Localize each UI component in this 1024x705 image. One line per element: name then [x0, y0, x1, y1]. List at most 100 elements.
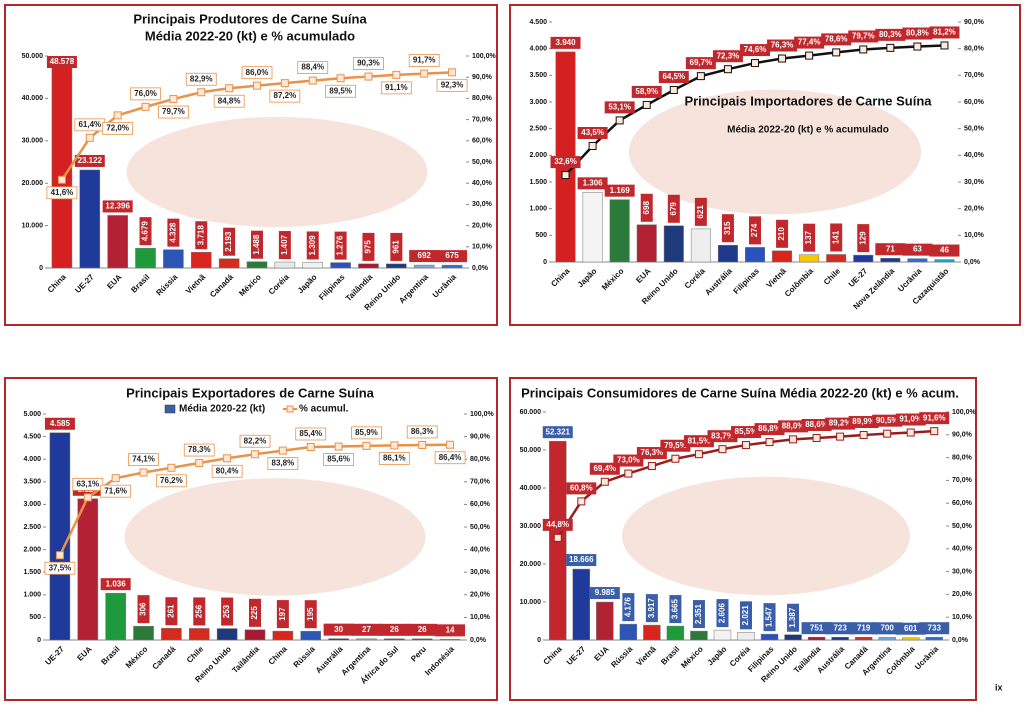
bar-value-label-box — [721, 214, 734, 243]
bar-value-label: 225 — [250, 606, 259, 620]
y2-tick-label: 20,0% — [964, 206, 985, 213]
y2-tick-label: 40,0% — [964, 152, 985, 159]
bar — [737, 632, 755, 641]
bar-value-label: 1.407 — [280, 234, 289, 255]
bar-value-label-box — [740, 601, 752, 630]
bar-value-label-box — [362, 232, 375, 261]
cumulative-label: 91,1% — [385, 83, 408, 92]
cumulative-label: 37,5% — [49, 563, 72, 572]
bar-value-label: 137 — [804, 230, 813, 244]
bar-value-label-group: 733 — [919, 622, 950, 635]
y2-tick-label: 60,0% — [470, 501, 491, 508]
bar-value-label-box — [622, 593, 635, 622]
legend-label: Média 2020-22 (kt) — [179, 404, 265, 415]
bar — [188, 628, 210, 641]
bar-value-label: 751 — [810, 623, 824, 632]
bar-value-label-box — [407, 623, 438, 636]
pig-decoration — [622, 476, 910, 596]
cumulative-marker — [913, 42, 922, 51]
cumulative-label: 77,4% — [798, 38, 821, 47]
bar-value-label-box — [278, 231, 291, 260]
y-tick-label: 1.000 — [529, 206, 547, 213]
bar — [358, 263, 379, 269]
bar-value-label-group: 3.917 — [645, 594, 658, 623]
bar — [302, 262, 324, 269]
bar-value-label: 4.679 — [141, 221, 150, 242]
cumulative-label: 43,5% — [581, 128, 604, 137]
y-tick-label: 3.000 — [23, 501, 41, 508]
cumulative-marker — [141, 102, 150, 111]
bar-value-label-group: 4.679 — [139, 217, 152, 246]
bar-value-label-group: 141 — [830, 223, 843, 252]
cumulative-marker — [253, 81, 261, 90]
cumulative-label: 88,4% — [301, 63, 324, 72]
y-tick-label: 30.000 — [520, 523, 542, 530]
bar-value-label: 675 — [445, 251, 459, 260]
bar — [878, 637, 896, 641]
bar-value-label-group: 253 — [221, 597, 234, 626]
cumulative-marker — [718, 445, 727, 454]
y2-tick-label: 70,0% — [952, 477, 973, 484]
bar-value-label-box — [667, 194, 680, 223]
cumulative-marker — [57, 175, 66, 184]
bar — [666, 625, 685, 641]
bar-value-label-group: 306 — [137, 595, 150, 624]
bar-value-label-box — [46, 56, 77, 68]
cumulative-label-box — [929, 26, 960, 39]
y2-tick-label: 80,0% — [470, 456, 491, 463]
bar-value-label: 601 — [904, 624, 918, 633]
cumulative-marker — [306, 442, 315, 451]
cumulative-label: 73,0% — [617, 456, 640, 465]
cumulative-label: 85,5% — [735, 427, 758, 436]
cumulative-marker — [778, 54, 787, 63]
cumulative-label: 86,3% — [411, 427, 434, 436]
cumulative-label-box — [707, 430, 738, 443]
bar-value-label-box — [895, 622, 926, 635]
cumulative-label: 76,0% — [134, 89, 157, 98]
bar — [663, 225, 684, 263]
y-tick-label: 2.000 — [23, 546, 41, 553]
bar — [439, 639, 461, 641]
cumulative-marker — [197, 88, 206, 97]
bar-value-label-group: 4.176 — [622, 593, 635, 622]
y2-tick-label: 0,0% — [470, 637, 487, 644]
bar — [244, 629, 266, 641]
y2-tick-label: 90,0% — [964, 19, 985, 26]
y-tick-label: 2.500 — [23, 524, 41, 531]
cumulative-label-box — [794, 36, 825, 49]
cumulative-marker — [577, 497, 586, 506]
bar-value-label-box — [803, 223, 816, 252]
bar-value-label-group: 1.547 — [763, 603, 776, 632]
cumulative-label-box — [731, 426, 761, 439]
bar — [572, 568, 591, 641]
pig-decoration — [124, 478, 426, 596]
cumulative-label: 85,9% — [355, 428, 378, 437]
bar-value-label: 679 — [669, 202, 678, 216]
cumulative-marker — [418, 440, 427, 449]
y-tick-label: 20.000 — [520, 561, 542, 568]
bar-value-label-box — [221, 597, 234, 626]
bar-value-label-group: 315 — [721, 214, 734, 243]
bar-value-label-box — [100, 578, 131, 591]
cumulative-label-box — [902, 27, 933, 40]
cumulative-label: 78,6% — [825, 35, 848, 44]
cumulative-marker — [83, 493, 92, 502]
y-tick-label: 60.000 — [520, 409, 542, 416]
bar-value-label-box — [875, 243, 906, 256]
bar-value-label: 63 — [913, 245, 922, 254]
bar-value-label: 195 — [306, 607, 315, 621]
bar-value-label-box — [857, 224, 870, 253]
cumulative-marker — [859, 431, 868, 440]
cumulative-label: 80,8% — [906, 29, 929, 38]
bar-value-label-group: 700 — [872, 622, 903, 635]
cumulative-label-box — [848, 416, 879, 429]
bar-value-label-group: 1.488 — [251, 230, 263, 259]
cumulative-label-box — [211, 464, 243, 478]
pig-decoration — [628, 89, 922, 215]
cumulative-marker — [113, 111, 122, 120]
bar-value-label-box — [763, 603, 776, 632]
cumulative-label: 80,3% — [879, 30, 902, 39]
bar-value-label: 256 — [194, 604, 203, 618]
bar-value-label: 274 — [750, 223, 759, 237]
bar-value-label-box — [801, 622, 832, 635]
